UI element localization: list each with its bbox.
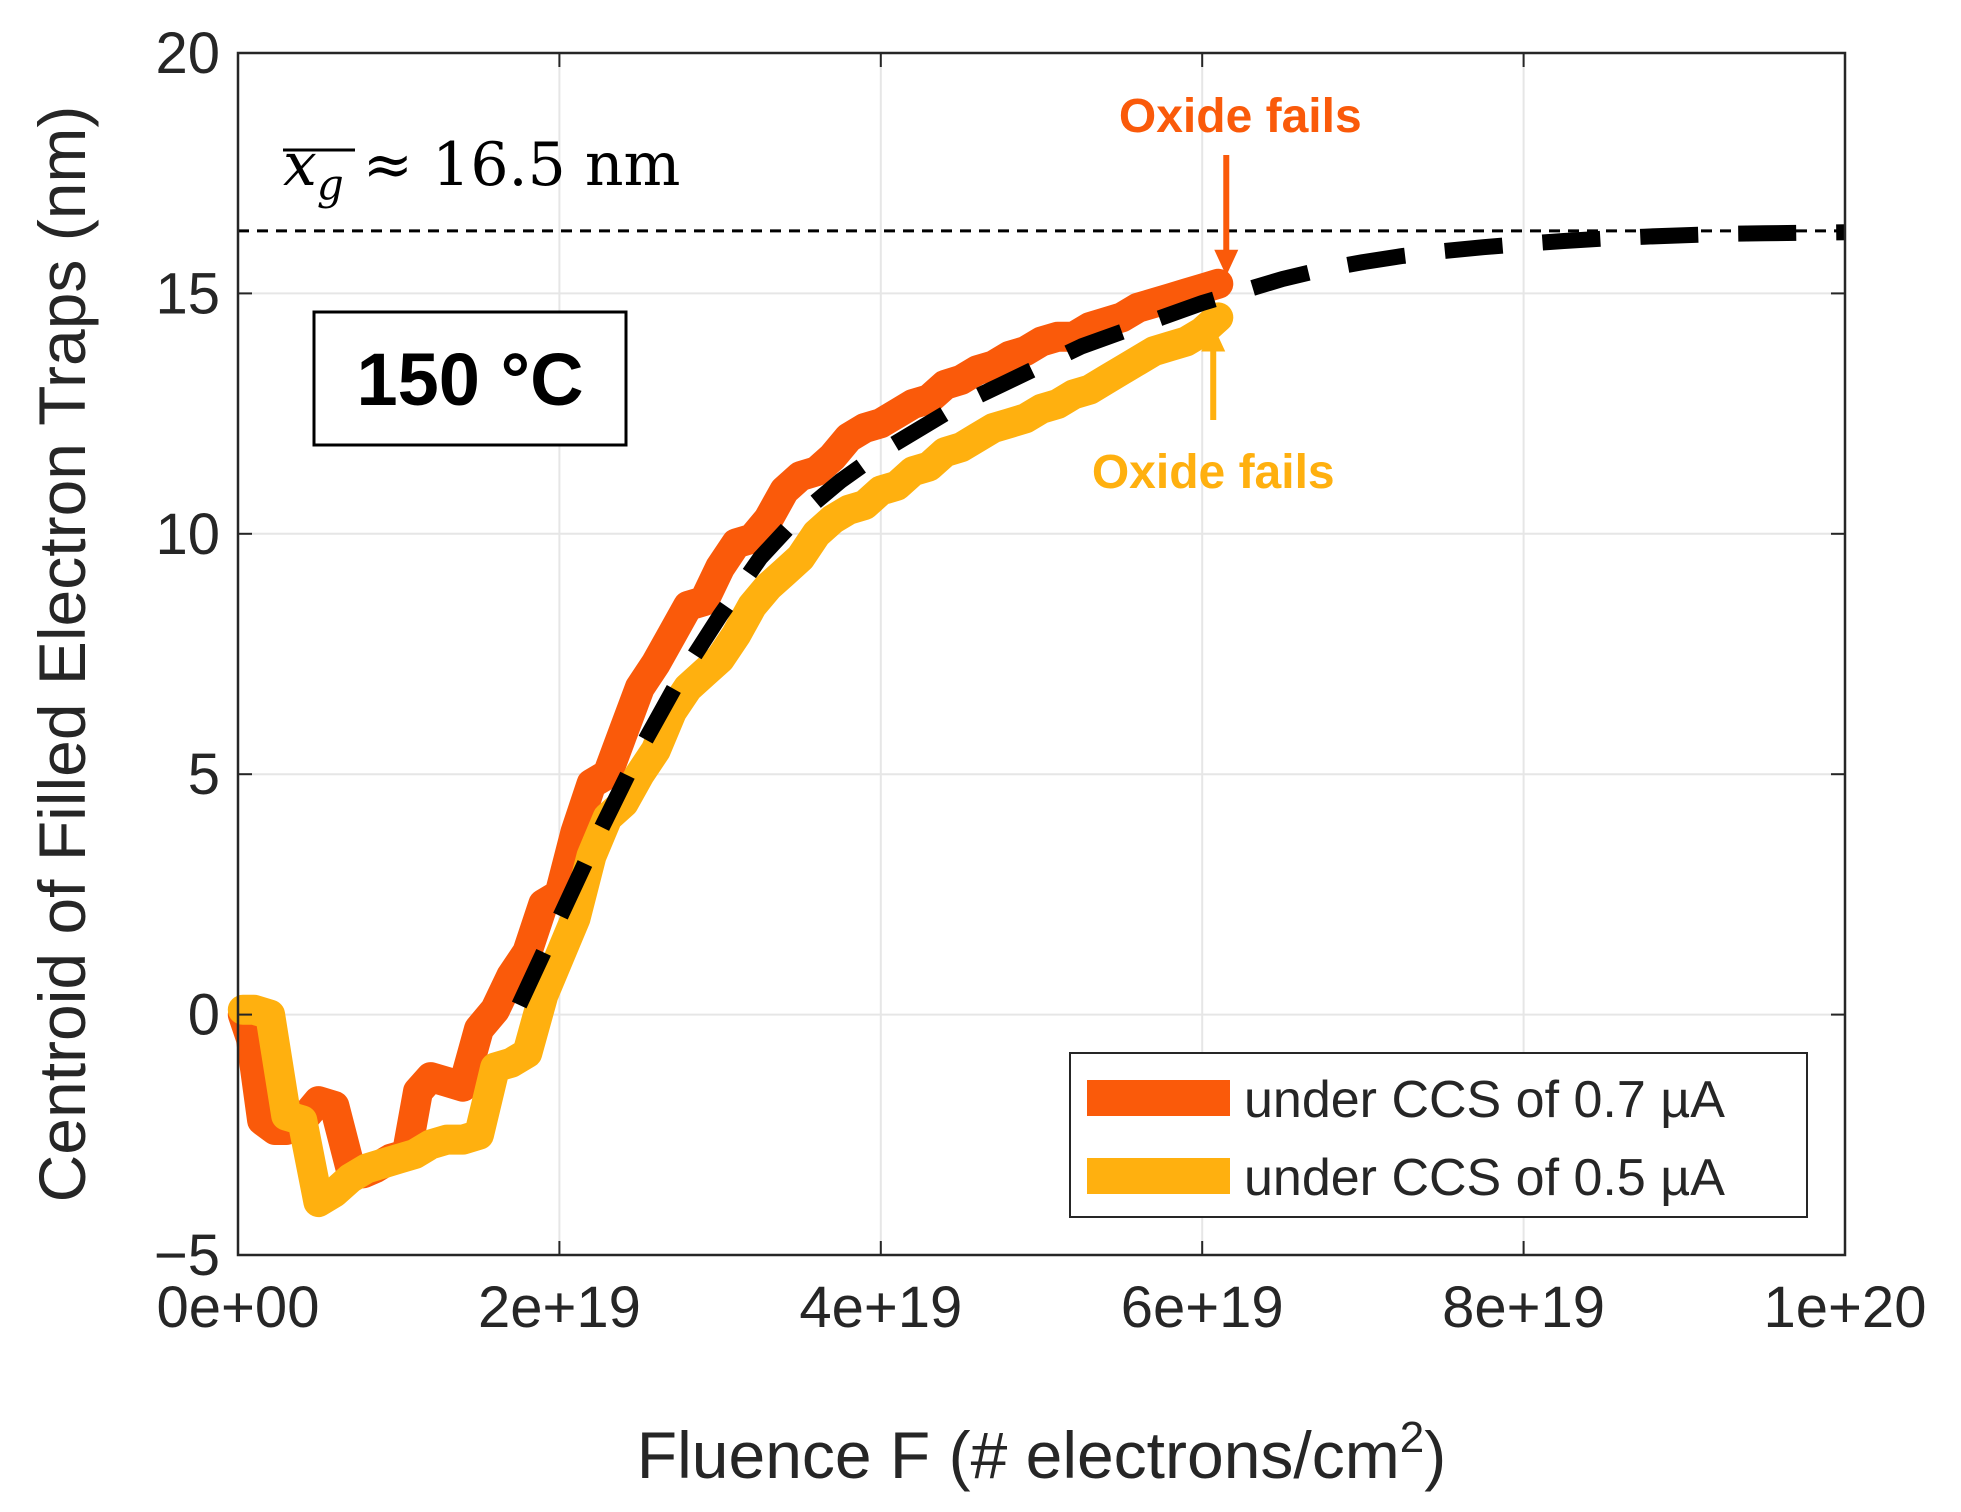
y-tick-label: 5 — [188, 742, 220, 807]
temperature-label: 150 °C — [356, 338, 583, 421]
y-axis-label: Centroid of Filled Electron Traps (nm) — [25, 106, 99, 1203]
x-tick-label: 0e+00 — [157, 1275, 320, 1340]
annotation-oxide-fails-07: Oxide fails — [1119, 90, 1362, 143]
annotation-arrow-07-head — [1214, 249, 1239, 276]
equation-rest: ≈ 16.5 nm — [344, 130, 681, 200]
annotation-oxide-fails-05: Oxide fails — [1092, 446, 1335, 499]
x-axis-label-main: Fluence F (# electrons/cm — [637, 1418, 1400, 1492]
equation-label: xg ≈ 16.5 nm — [283, 130, 680, 209]
x-tick-label: 1e+20 — [1764, 1275, 1927, 1340]
x-axis-label-superscript: 2 — [1400, 1413, 1424, 1462]
series-layer — [227, 224, 1846, 1218]
legend: under CCS of 0.7 µA under CCS of 0.5 µA — [1069, 1052, 1808, 1218]
plot-frame — [236, 51, 1847, 1257]
temperature-box: 150 °C — [312, 310, 628, 447]
equation-text: xg ≈ 16.5 nm — [283, 130, 680, 209]
x-axis-label-close: ) — [1424, 1418, 1446, 1492]
series-line-2 — [511, 224, 1846, 1009]
series-line-1 — [227, 302, 1234, 1218]
equation-subscript: g — [317, 160, 344, 209]
legend-label-05: under CCS of 0.5 µA — [1244, 1149, 1725, 1207]
y-tick-label: 10 — [155, 502, 220, 567]
y-tick-label: −5 — [154, 1223, 220, 1288]
x-tick-label: 4e+19 — [799, 1275, 962, 1340]
x-axis-label: Fluence F (# electrons/cm2) — [637, 1413, 1446, 1492]
x-tick-label: 8e+19 — [1442, 1275, 1605, 1340]
y-tick-label: 0 — [188, 983, 220, 1048]
y-axis-ticks: −5 0 5 10 15 20 — [154, 21, 1845, 1288]
annotations: Oxide fails Oxide fails — [1092, 90, 1362, 499]
equation-symbol: x — [283, 130, 317, 200]
x-tick-label: 6e+19 — [1121, 1275, 1284, 1340]
y-tick-label: 20 — [155, 21, 220, 86]
annotation-arrow-05-head — [1201, 325, 1226, 352]
x-tick-label: 2e+19 — [478, 1275, 641, 1340]
legend-label-07: under CCS of 0.7 µA — [1244, 1071, 1725, 1129]
y-tick-label: 15 — [155, 261, 220, 326]
x-axis-ticks: 0e+00 2e+19 4e+19 6e+19 8e+19 1e+20 — [157, 53, 1927, 1340]
temperature-box-frame — [312, 310, 628, 447]
